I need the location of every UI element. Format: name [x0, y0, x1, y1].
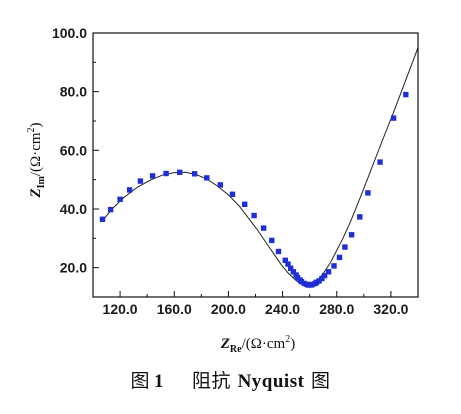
data-point — [191, 171, 198, 177]
data-point — [204, 175, 210, 181]
data-point — [149, 173, 156, 179]
fit-curve — [102, 47, 418, 286]
y-axis-ticks: 20.0 40.0 60.0 80.0 100.0 — [52, 25, 99, 298]
figure-caption: 图 1 阻抗 Nyquist 图 — [0, 366, 461, 393]
nyquist-chart: 120.0 160.0 200.0 240.0 280.0 320.0 20.0 40.0 6… — [26, 25, 419, 355]
caption-text-tail: 图 — [310, 370, 331, 392]
data-point — [285, 261, 291, 267]
data-point — [298, 279, 305, 285]
data-point — [163, 170, 169, 177]
data-point — [177, 169, 183, 175]
data-point — [357, 214, 363, 220]
data-point — [325, 269, 332, 275]
data-points — [99, 91, 409, 288]
plot-frame — [92, 32, 419, 298]
data-point — [260, 225, 267, 231]
data-point — [403, 91, 409, 98]
x-tick-label: 120.0 — [103, 301, 138, 317]
x-tick-label: 200.0 — [211, 301, 246, 317]
y-tick-label: 100.0 — [52, 25, 87, 41]
data-point — [107, 206, 114, 213]
data-point — [251, 212, 257, 219]
x-tick-label: 240.0 — [265, 301, 300, 317]
data-point — [126, 187, 133, 193]
data-point — [316, 278, 322, 284]
data-point — [275, 248, 282, 255]
data-point — [282, 257, 288, 263]
x-tick-label: 160.0 — [157, 301, 192, 317]
x-axis-ticks: 120.0 160.0 200.0 240.0 280.0 320.0 — [92, 291, 419, 317]
y-tick-label: 40.0 — [60, 201, 87, 217]
data-point — [290, 269, 297, 275]
data-point — [319, 275, 325, 282]
data-point — [342, 244, 348, 250]
y-axis-label: ZIm/(Ω·cm2) — [26, 122, 47, 198]
caption-text-en: Nyquist — [237, 371, 305, 392]
data-point — [336, 254, 343, 261]
data-point — [229, 191, 236, 197]
data-point — [321, 272, 328, 279]
x-tick-label: 280.0 — [319, 301, 354, 317]
x-tick-label: 320.0 — [373, 301, 408, 317]
data-point — [137, 178, 144, 184]
y-tick-label: 80.0 — [60, 84, 87, 100]
data-point — [117, 196, 123, 202]
data-point — [365, 190, 371, 196]
y-tick-label: 20.0 — [60, 260, 87, 276]
data-point — [390, 115, 397, 121]
data-point — [242, 201, 248, 207]
y-tick-label: 60.0 — [60, 142, 87, 158]
data-point — [99, 216, 106, 222]
data-point — [269, 237, 275, 244]
data-point — [348, 232, 355, 238]
data-point — [331, 263, 337, 269]
data-point — [217, 182, 223, 188]
data-point — [377, 159, 383, 165]
caption-text-cn: 阻抗 — [192, 370, 232, 392]
caption-number: 1 — [154, 371, 165, 392]
x-axis-label: ZRe/(Ω·cm2) — [220, 334, 295, 355]
caption-label: 图 — [130, 370, 151, 392]
data-point — [288, 265, 294, 271]
